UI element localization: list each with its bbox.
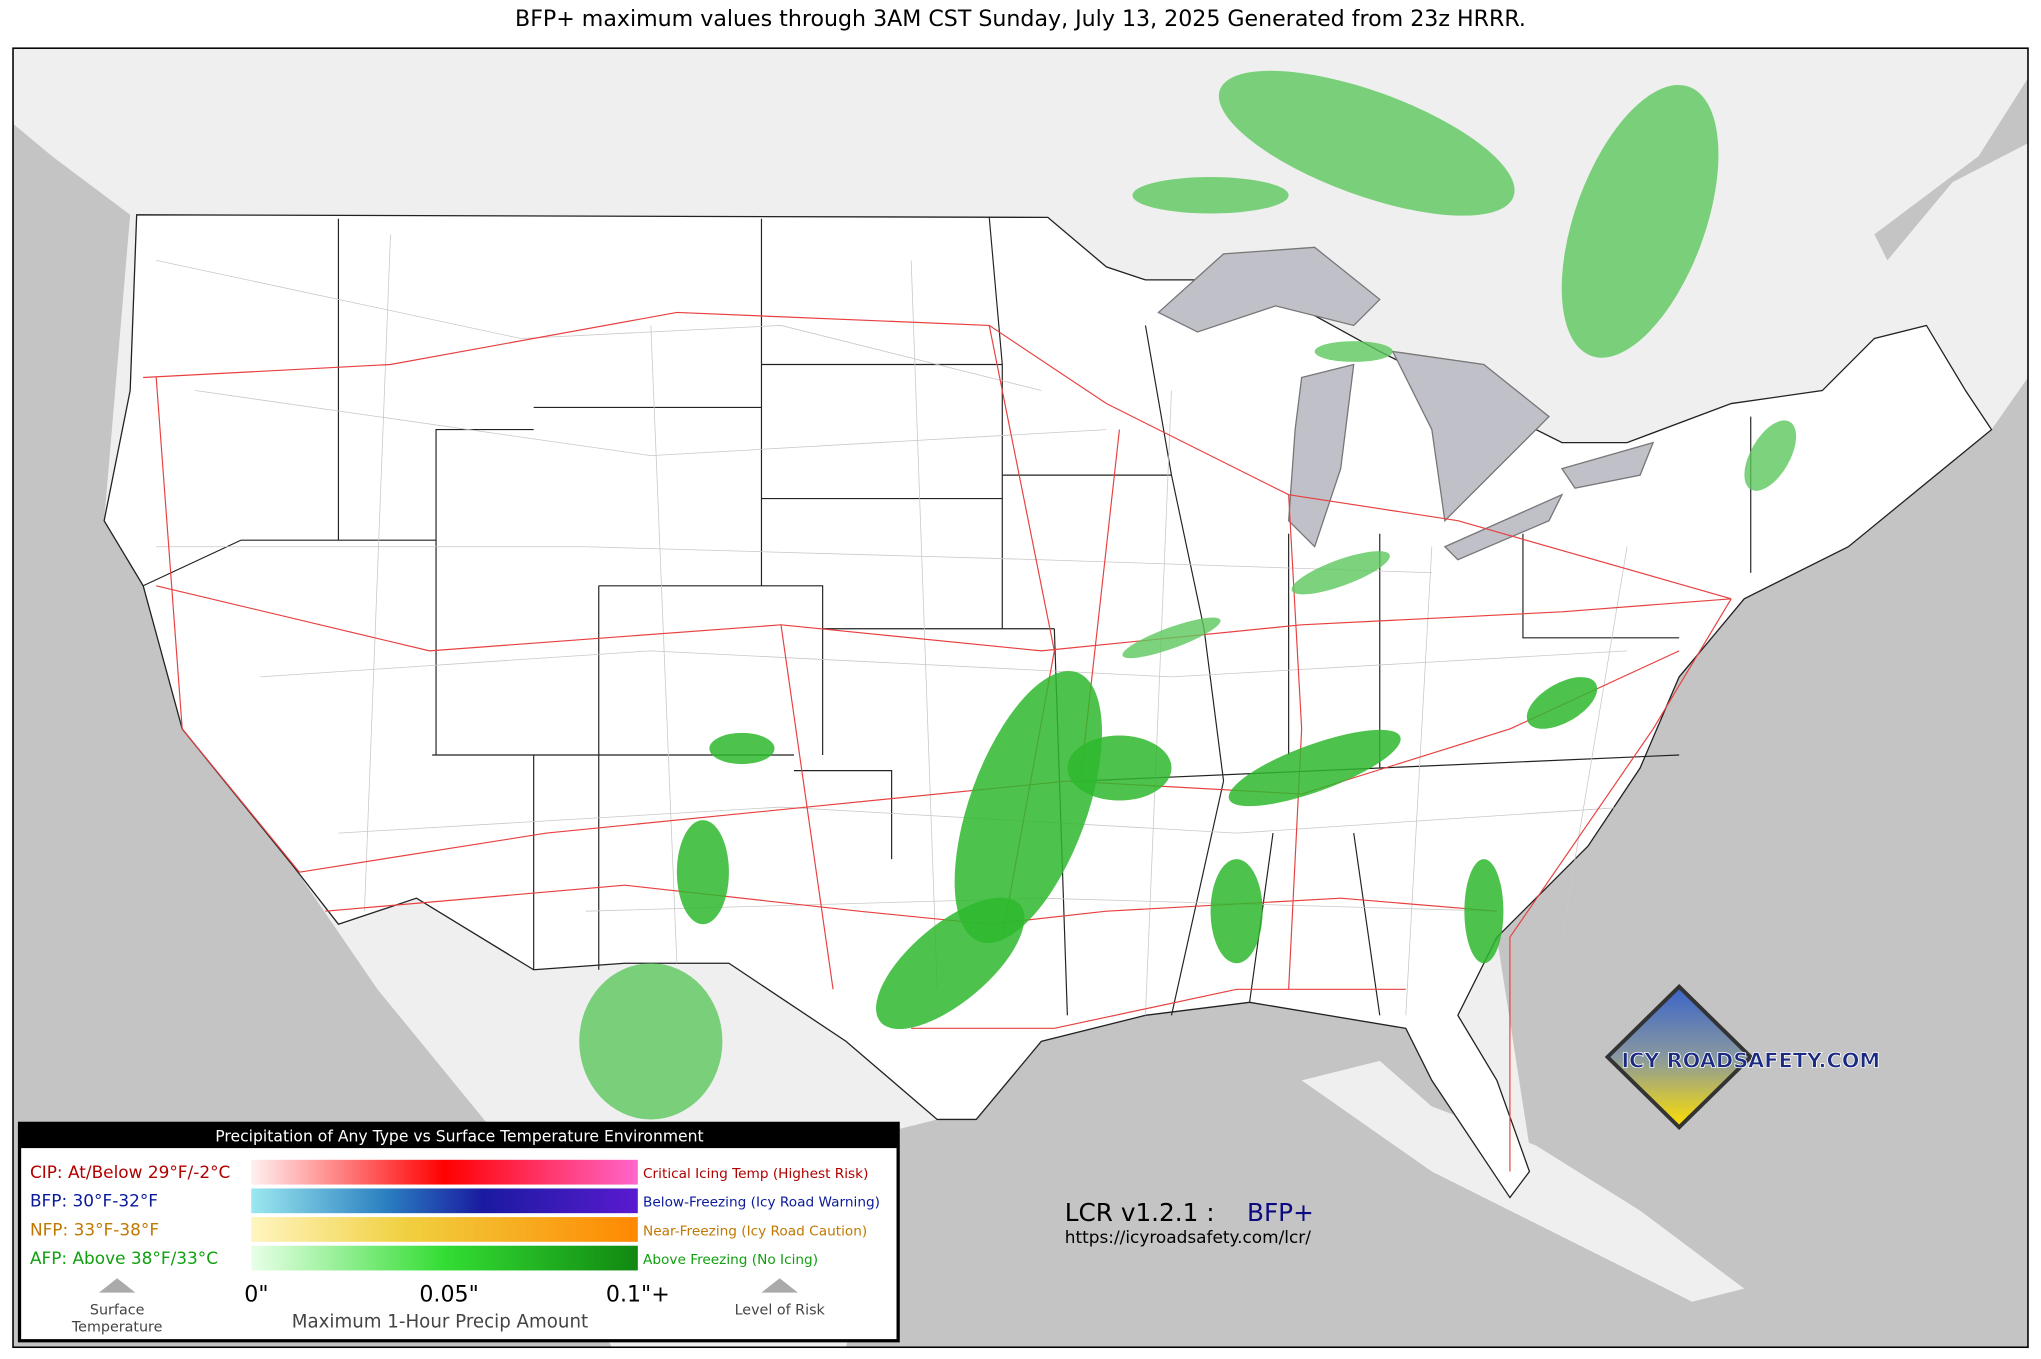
version-text: LCR v1.2.1 : bbox=[1065, 1198, 1215, 1227]
pacific-ocean bbox=[13, 123, 612, 1348]
arrow-icon bbox=[761, 1278, 798, 1293]
gradient-bar bbox=[251, 1217, 638, 1242]
atlantic-gulf bbox=[846, 377, 2028, 1348]
legend: Precipitation of Any Type vs Surface Tem… bbox=[17, 1121, 900, 1343]
map-frame bbox=[12, 47, 2029, 1349]
row-description: Near-Freezing (Icy Road Caution) bbox=[643, 1223, 867, 1239]
lake-superior bbox=[1157, 246, 1381, 333]
arrow-icon bbox=[98, 1278, 136, 1293]
cuba bbox=[1301, 1060, 1745, 1302]
map-title: BFP+ maximum values through 3AM CST Sund… bbox=[515, 6, 1526, 32]
caption-line: Temperature bbox=[71, 1320, 163, 1336]
product-label: LCR v1.2.1 : BFP+ https://icyroadsafety.… bbox=[1065, 1198, 1314, 1247]
row-description: Above Freezing (No Icing) bbox=[643, 1252, 818, 1268]
logo: ICY ROADSAFETY.COM bbox=[1604, 983, 1881, 1131]
scale-label: 0" bbox=[244, 1282, 268, 1308]
scale-label: 0.05" bbox=[419, 1282, 478, 1308]
row-description: Below-Freezing (Icy Road Warning) bbox=[643, 1195, 880, 1211]
lake-michigan bbox=[1287, 363, 1355, 548]
row-label: NFP: 33°F-38°F bbox=[30, 1219, 159, 1239]
left-axis-label: Surface Temperature bbox=[71, 1303, 163, 1336]
gradient-bar bbox=[251, 1188, 638, 1214]
row-label: CIP: At/Below 29°F/-2°C bbox=[30, 1162, 230, 1182]
lake-ontario bbox=[1560, 441, 1655, 489]
precipitation bbox=[579, 70, 1797, 1120]
product-name: BFP+ bbox=[1247, 1198, 1314, 1227]
product-url: https://icyroadsafety.com/lcr/ bbox=[1065, 1227, 1311, 1247]
logo-text: ICY ROADSAFETY.COM bbox=[1621, 1048, 1880, 1072]
left-axis-text: Surface bbox=[90, 1303, 145, 1319]
st-lawrence bbox=[1874, 78, 2028, 261]
logo-diamond bbox=[1604, 983, 1754, 1131]
legend-header bbox=[19, 1123, 899, 1149]
row-label: AFP: Above 38°F/33°C bbox=[30, 1248, 218, 1268]
right-axis-label: Level of Risk bbox=[735, 1303, 826, 1319]
gradient-bar bbox=[251, 1245, 638, 1271]
scale-title: Maximum 1-Hour Precip Amount bbox=[292, 1312, 588, 1333]
lake-huron bbox=[1391, 350, 1550, 523]
legend-title: Precipitation of Any Type vs Surface Tem… bbox=[215, 1128, 703, 1146]
gradient-bar bbox=[251, 1159, 638, 1185]
right-axis-text: Level of Risk bbox=[735, 1303, 826, 1319]
scale-label: 0.1"+ bbox=[606, 1282, 670, 1308]
row-label: BFP: 30°F-32°F bbox=[30, 1191, 158, 1211]
lake-erie bbox=[1443, 493, 1564, 561]
row-description: Critical Icing Temp (Highest Risk) bbox=[643, 1166, 868, 1182]
